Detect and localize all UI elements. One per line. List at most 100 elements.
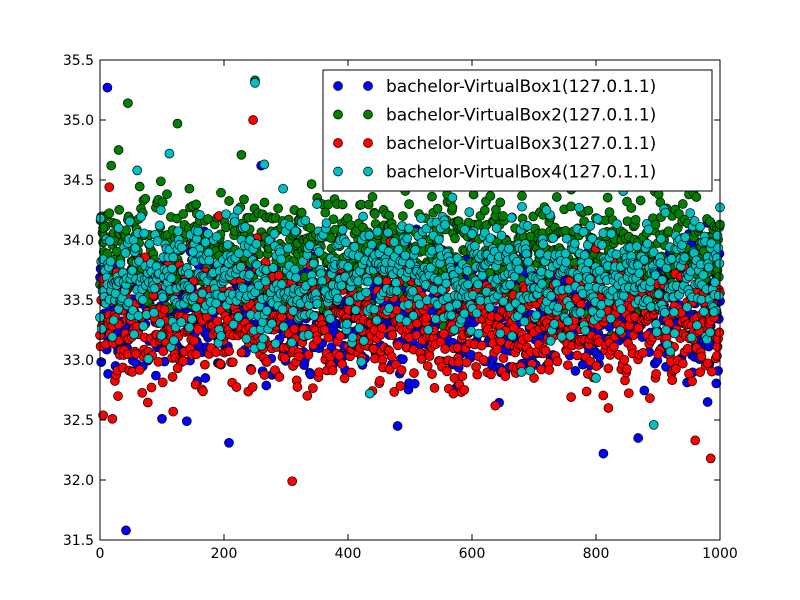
- data-point: [336, 280, 347, 291]
- data-point: [319, 325, 330, 335]
- data-point: [602, 192, 613, 203]
- data-point: [132, 165, 143, 176]
- data-point: [371, 315, 382, 326]
- data-point: [354, 323, 365, 334]
- data-point: [653, 349, 663, 359]
- data-point: [645, 393, 655, 404]
- data-point: [416, 354, 427, 364]
- data-point: [246, 365, 257, 375]
- data-point: [347, 332, 358, 343]
- data-point: [563, 316, 573, 327]
- data-point: [427, 191, 437, 202]
- data-point: [270, 365, 280, 376]
- data-point: [446, 310, 457, 321]
- data-point: [392, 421, 403, 431]
- data-point: [168, 252, 179, 263]
- legend-item: bachelor-VirtualBox2(127.0.1.1): [333, 106, 656, 126]
- data-point: [536, 266, 547, 277]
- data-point: [556, 331, 567, 342]
- data-point: [517, 191, 527, 201]
- data-point: [177, 242, 187, 253]
- data-point: [98, 223, 108, 233]
- data-point: [405, 259, 415, 269]
- data-point: [113, 145, 124, 155]
- data-point: [594, 351, 605, 362]
- data-point: [312, 335, 323, 345]
- data-point: [184, 322, 195, 333]
- data-point: [459, 384, 470, 395]
- axis-ticks: [99, 59, 721, 541]
- data-point: [522, 221, 533, 231]
- data-point: [695, 367, 705, 378]
- data-point: [523, 256, 534, 267]
- data-point: [404, 223, 414, 234]
- data-point: [334, 350, 345, 361]
- data-point: [176, 317, 187, 328]
- data-point: [120, 248, 131, 258]
- y-tick-label: 33.0: [63, 353, 94, 369]
- data-point: [189, 335, 200, 346]
- data-point: [605, 313, 616, 324]
- data-point: [609, 342, 619, 352]
- data-point: [695, 221, 705, 232]
- data-point: [546, 291, 557, 301]
- data-point: [340, 237, 351, 248]
- data-point: [531, 310, 542, 321]
- data-point: [421, 223, 432, 234]
- y-tick-label: 33.5: [63, 293, 94, 309]
- data-point: [660, 207, 671, 218]
- data-point: [698, 270, 709, 281]
- data-point: [486, 369, 496, 380]
- data-point: [172, 118, 183, 129]
- data-point: [639, 254, 650, 265]
- data-point: [241, 333, 252, 344]
- data-point: [337, 224, 348, 235]
- data-point: [679, 252, 690, 263]
- data-point: [349, 242, 360, 252]
- data-point: [563, 360, 573, 371]
- data-point: [198, 386, 208, 397]
- data-point: [476, 340, 487, 351]
- data-point: [606, 228, 617, 239]
- data-point: [121, 525, 131, 536]
- data-point: [314, 247, 324, 257]
- data-point: [566, 392, 576, 402]
- data-point: [259, 370, 270, 380]
- data-point: [459, 308, 470, 319]
- data-point: [259, 197, 270, 208]
- data-point: [686, 332, 697, 343]
- data-point: [337, 199, 348, 210]
- data-point: [398, 211, 408, 221]
- data-point: [450, 233, 460, 244]
- data-point: [432, 203, 443, 214]
- data-point: [140, 193, 151, 204]
- data-point: [421, 312, 432, 323]
- data-point: [710, 277, 720, 288]
- data-point: [541, 205, 552, 215]
- data-point: [369, 304, 380, 315]
- data-point: [638, 348, 648, 358]
- data-point: [573, 273, 584, 283]
- data-point: [656, 233, 666, 244]
- legend-label: bachelor-VirtualBox4(127.0.1.1): [386, 163, 656, 183]
- data-point: [212, 316, 223, 327]
- data-point: [409, 368, 419, 378]
- data-point: [113, 223, 124, 233]
- data-point: [280, 353, 290, 364]
- data-point: [158, 346, 169, 357]
- data-point: [105, 256, 116, 267]
- data-point: [496, 230, 507, 241]
- data-point: [278, 321, 289, 332]
- data-point: [211, 347, 221, 358]
- x-tick-label: 400: [335, 546, 362, 562]
- data-point: [216, 331, 226, 341]
- data-point: [665, 346, 676, 357]
- data-point: [583, 257, 594, 268]
- data-point: [545, 335, 556, 346]
- data-point: [464, 207, 475, 217]
- data-point: [386, 351, 397, 362]
- data-point: [251, 239, 262, 249]
- data-point: [434, 234, 444, 245]
- legend: bachelor-VirtualBox1(127.0.1.1) bachelor-…: [322, 69, 713, 192]
- data-point: [289, 324, 300, 334]
